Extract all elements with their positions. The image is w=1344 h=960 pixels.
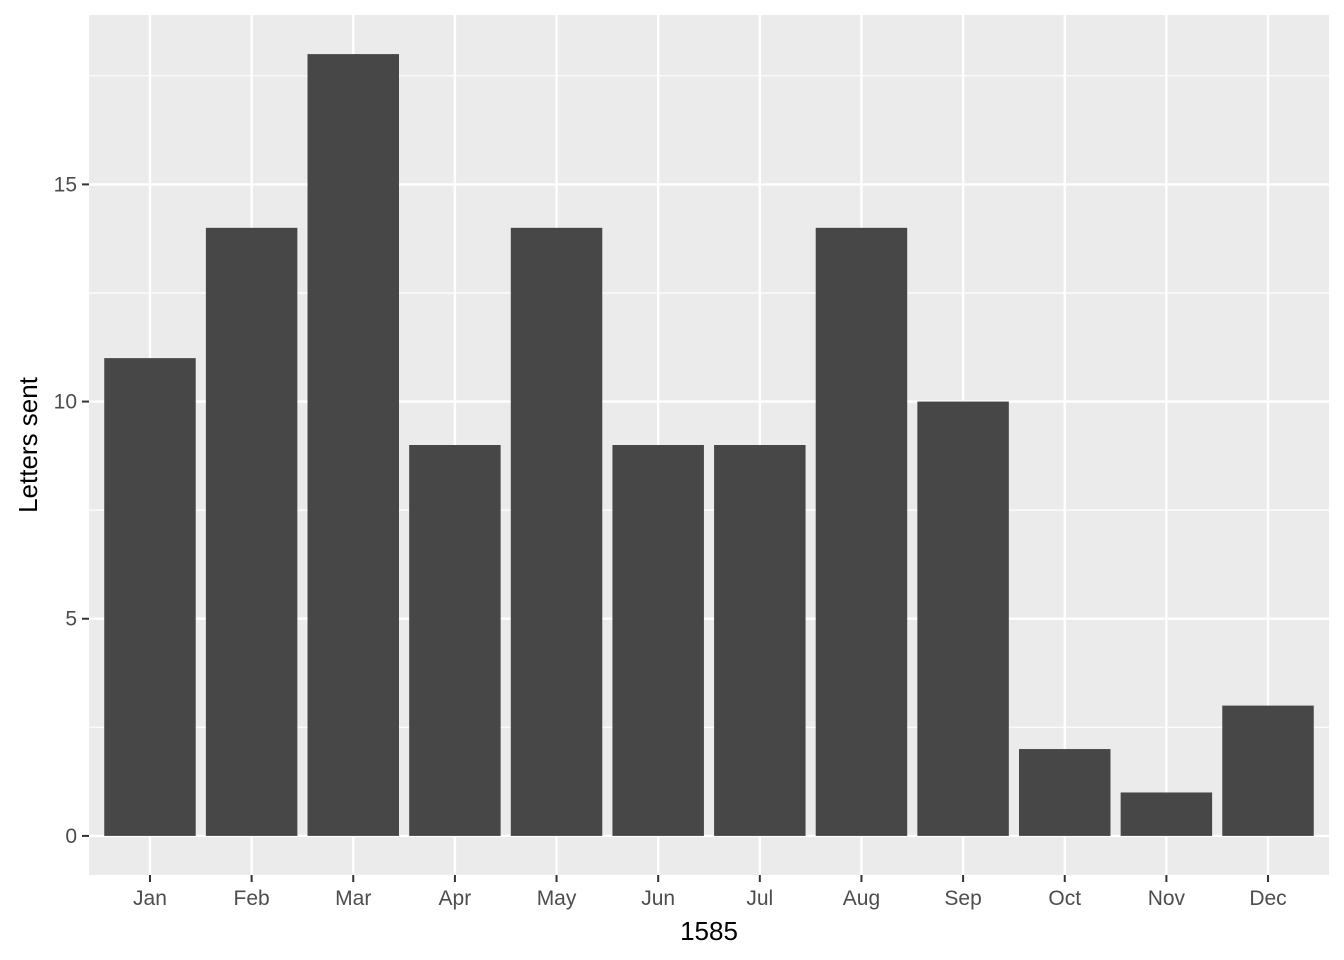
x-tick-label: Oct	[1048, 887, 1081, 910]
y-tick-label: 15	[54, 173, 77, 196]
x-tick-label: Jan	[133, 887, 167, 910]
x-tick-label: Jul	[746, 887, 773, 910]
bar	[714, 445, 806, 836]
bar	[1019, 749, 1111, 836]
x-tick-label: Sep	[944, 887, 981, 910]
bar	[815, 227, 908, 836]
x-tick-label: Jun	[641, 887, 675, 910]
bar	[409, 445, 501, 836]
y-tick-label: 10	[54, 391, 77, 414]
bar	[510, 227, 603, 836]
y-tick-label: 5	[65, 608, 77, 631]
bar	[307, 54, 399, 836]
x-tick-label: Apr	[439, 887, 472, 910]
x-tick-label: Aug	[843, 887, 880, 910]
x-tick-label: Dec	[1249, 887, 1286, 910]
bar	[1120, 792, 1213, 836]
bar	[1222, 705, 1314, 836]
y-tick-label: 0	[65, 825, 77, 848]
bar	[612, 445, 704, 836]
x-tick-label: Mar	[335, 887, 371, 910]
bar	[104, 358, 196, 836]
bar	[917, 401, 1009, 836]
x-tick-label: May	[537, 887, 577, 910]
x-axis-title: 1585	[680, 916, 738, 946]
bar	[205, 227, 298, 836]
y-axis-title: Letters sent	[13, 376, 43, 513]
x-tick-label: Feb	[234, 887, 270, 910]
x-tick-label: Nov	[1148, 887, 1186, 910]
